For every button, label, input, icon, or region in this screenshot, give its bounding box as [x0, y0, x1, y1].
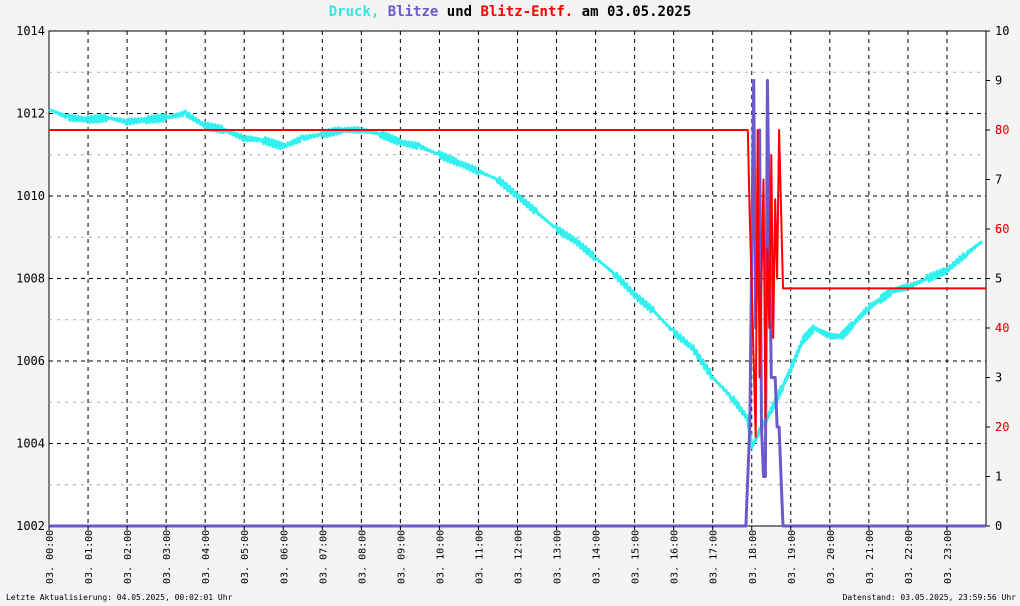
y-right-strikes-label: 10 [995, 24, 1009, 38]
footer-last-update: Letzte Aktualisierung: 04.05.2025, 00:02… [6, 593, 233, 602]
x-tick-label: 03. 05:00 [240, 530, 251, 584]
footer-data-status: Datenstand: 03.05.2025, 23:59:56 Uhr [842, 593, 1016, 602]
title-blitz-entf: Blitz-Entf. [480, 4, 574, 20]
x-tick-label: 03. 02:00 [123, 530, 134, 584]
x-tick-label: 03. 07:00 [318, 530, 329, 584]
grid [49, 31, 986, 526]
axes-layer: 03. 00:00 03. 01:00 03. 02:00 03. 03:00 03. … [16, 24, 1009, 584]
x-tick-label: 03. 19:00 [787, 530, 798, 584]
y-right-strikes-label: 0 [995, 519, 1002, 533]
y-right-strikes-label: 8 [995, 123, 1002, 137]
x-tick-label: 03. 03:00 [162, 530, 173, 584]
y-right-strikes-label: 1 [995, 470, 1002, 484]
y-left-tick-label: 1002 [16, 519, 45, 533]
x-tick-label: 03. 16:00 [670, 530, 681, 584]
x-tick-label: 03. 15:00 [631, 530, 642, 584]
x-tick-label: 03. 21:00 [865, 530, 876, 584]
x-tick-label: 03. 22:00 [904, 530, 915, 584]
chart-title: Druck, Blitze und Blitz-Entf. am 03.05.2… [0, 4, 1020, 20]
y-right-strikes-label: 9 [995, 74, 1002, 88]
y-right-strikes-label: 5 [995, 272, 1002, 286]
title-druck: Druck, [328, 4, 380, 20]
y-right-distance-label: 40 [995, 321, 1009, 335]
series-blitze-line [49, 79, 986, 528]
x-tick-label: 03. 09:00 [396, 530, 407, 584]
y-left-tick-label: 1008 [16, 272, 45, 286]
x-tick-label: 03. 00:00 [45, 530, 56, 584]
x-tick-label: 03. 06:00 [279, 530, 290, 584]
y-right-strikes-label: 6 [995, 222, 1002, 236]
y-right-strikes-label: 7 [995, 173, 1002, 187]
x-tick-label: 03. 04:00 [201, 530, 212, 584]
x-tick-label: 03. 23:00 [943, 530, 954, 584]
y-right-strikes-label: 4 [995, 321, 1002, 335]
x-tick-label: 03. 10:00 [435, 530, 446, 584]
y-right-strikes-label: 2 [995, 420, 1002, 434]
title-und: und [446, 4, 473, 20]
y-left-tick-label: 1006 [16, 354, 45, 368]
title-date: am 03.05.2025 [581, 4, 692, 20]
y-right-distance-label: 80 [995, 123, 1009, 137]
x-tick-label: 03. 20:00 [826, 530, 837, 584]
y-right-strikes-label: 3 [995, 371, 1002, 385]
x-tick-label: 03. 13:00 [553, 530, 564, 584]
x-tick-label: 03. 01:00 [84, 530, 95, 584]
series-layer [48, 79, 986, 528]
x-tick-label: 03. 18:00 [748, 530, 759, 584]
y-left-tick-label: 1014 [16, 24, 45, 38]
x-tick-label: 03. 08:00 [357, 530, 368, 584]
y-right-distance-label: 60 [995, 222, 1009, 236]
y-left-tick-label: 1012 [16, 107, 45, 121]
x-tick-label: 03. 14:00 [592, 530, 603, 584]
y-left-tick-label: 1010 [16, 189, 45, 203]
y-right-distance-label: 20 [995, 420, 1009, 434]
x-tick-label: 03. 11:00 [474, 530, 485, 584]
x-tick-label: 03. 12:00 [514, 530, 525, 584]
y-left-tick-label: 1004 [16, 437, 45, 451]
series-blitz-entf-line [49, 129, 986, 438]
x-tick-label: 03. 17:00 [709, 530, 720, 584]
title-blitze: Blitze [387, 4, 439, 20]
